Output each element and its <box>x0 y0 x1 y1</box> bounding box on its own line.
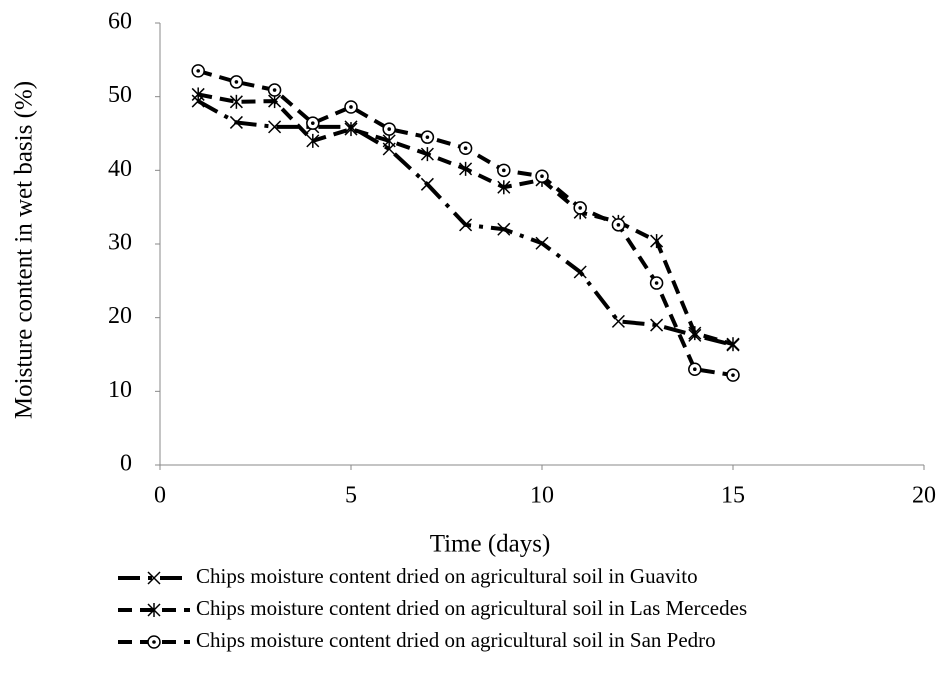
marker-dot <box>311 121 315 125</box>
marker <box>268 120 282 134</box>
marker <box>344 122 358 137</box>
x-tick-label: 0 <box>154 483 166 509</box>
marker <box>382 133 396 148</box>
marker-dot <box>196 69 200 73</box>
marker <box>497 180 511 195</box>
marker <box>535 236 549 250</box>
marker <box>688 362 702 376</box>
marker-dot <box>349 105 353 109</box>
series-line <box>197 99 734 347</box>
y-tick-label: 50 <box>108 82 132 108</box>
marker-dot <box>152 640 156 644</box>
marker <box>147 603 161 617</box>
marker-stroke <box>268 120 282 134</box>
y-tick-label: 20 <box>108 303 132 329</box>
legend-label: Chips moisture content dried on agricult… <box>196 596 747 620</box>
marker <box>459 218 473 232</box>
y-tick-label: 60 <box>108 9 132 35</box>
marker <box>420 130 435 144</box>
marker <box>458 141 473 155</box>
marker <box>726 337 740 352</box>
marker-stroke <box>497 222 511 236</box>
marker <box>459 161 473 176</box>
marker-dot <box>616 223 621 227</box>
marker-dot <box>654 281 659 285</box>
marker <box>573 201 587 215</box>
legend-label: Chips moisture content dried on agricult… <box>196 564 698 588</box>
marker-dot <box>502 168 506 173</box>
marker-dot <box>578 206 582 210</box>
marker <box>420 177 434 191</box>
marker-stroke <box>650 318 664 332</box>
marker-stroke <box>535 236 549 250</box>
x-axis-title: Time (days) <box>430 531 551 558</box>
marker-dot <box>731 373 735 377</box>
marker-dot <box>387 127 392 131</box>
marker <box>611 314 625 328</box>
marker-dot <box>463 146 468 151</box>
marker-stroke <box>229 115 243 129</box>
marker <box>573 265 587 279</box>
marker <box>497 222 511 236</box>
series-line <box>197 92 734 347</box>
marker <box>147 571 161 585</box>
marker-stroke <box>147 571 161 585</box>
marker <box>650 234 664 249</box>
x-tick-label: 15 <box>721 483 745 509</box>
marker <box>229 94 243 109</box>
marker-stroke <box>611 314 625 328</box>
marker <box>306 116 320 130</box>
marker <box>229 75 244 89</box>
marker <box>688 326 702 341</box>
marker <box>382 122 396 136</box>
y-tick-label: 40 <box>108 156 132 182</box>
marker <box>191 87 205 102</box>
marker <box>535 169 549 183</box>
marker-dot <box>540 174 544 179</box>
marker <box>191 64 205 78</box>
marker-dot <box>272 88 277 92</box>
y-tick-label: 30 <box>108 230 132 256</box>
marker <box>147 635 161 649</box>
marker-stroke <box>573 265 587 279</box>
marker <box>267 83 282 97</box>
marker <box>420 147 434 162</box>
marker <box>650 318 664 332</box>
marker-stroke <box>459 218 473 232</box>
x-tick-label: 10 <box>530 483 554 509</box>
marker <box>497 163 511 178</box>
marker <box>726 368 740 382</box>
x-tick-label: 5 <box>345 483 357 509</box>
y-axis-title: Moisture content in wet basis (%) <box>11 81 38 419</box>
marker <box>611 218 626 232</box>
marker-dot <box>693 367 697 372</box>
marker-dot <box>234 80 239 84</box>
legend-label: Chips moisture content dried on agricult… <box>196 628 716 652</box>
x-tick-label: 20 <box>912 483 936 509</box>
y-tick-label: 0 <box>120 451 132 477</box>
marker <box>229 115 243 129</box>
marker-dot <box>425 135 430 139</box>
marker <box>344 100 358 114</box>
marker <box>649 276 664 290</box>
y-tick-label: 10 <box>108 377 132 403</box>
marker-stroke <box>420 177 434 191</box>
marker <box>306 133 320 148</box>
